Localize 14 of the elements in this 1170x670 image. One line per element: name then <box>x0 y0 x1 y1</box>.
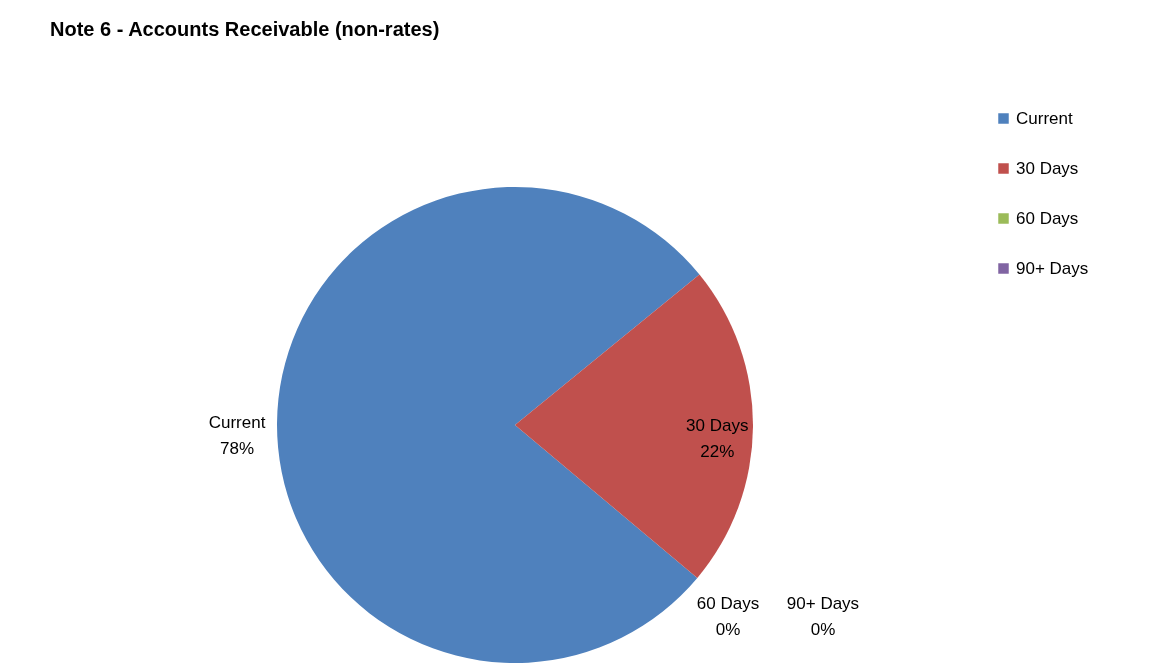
category-label: 90+ Days <box>786 593 860 613</box>
category-label: 60 Days <box>696 593 760 613</box>
text: 0% <box>715 619 741 639</box>
legend-label: 30 Days <box>1016 158 1079 178</box>
legend-label: 90+ Days <box>1016 258 1089 278</box>
chart-title: Note 6 - Accounts Receivable (non-rates) <box>50 18 440 40</box>
slice-label: 30 Days <box>686 416 749 436</box>
data-label: 78% <box>219 439 255 459</box>
slice-label: Current <box>208 413 266 433</box>
text: 0% <box>810 619 836 639</box>
legend-label: 60 Days <box>1016 208 1079 228</box>
pie-slice <box>515 274 753 578</box>
legend-label: Current <box>1016 108 1073 128</box>
data-label: 22% <box>700 442 735 462</box>
